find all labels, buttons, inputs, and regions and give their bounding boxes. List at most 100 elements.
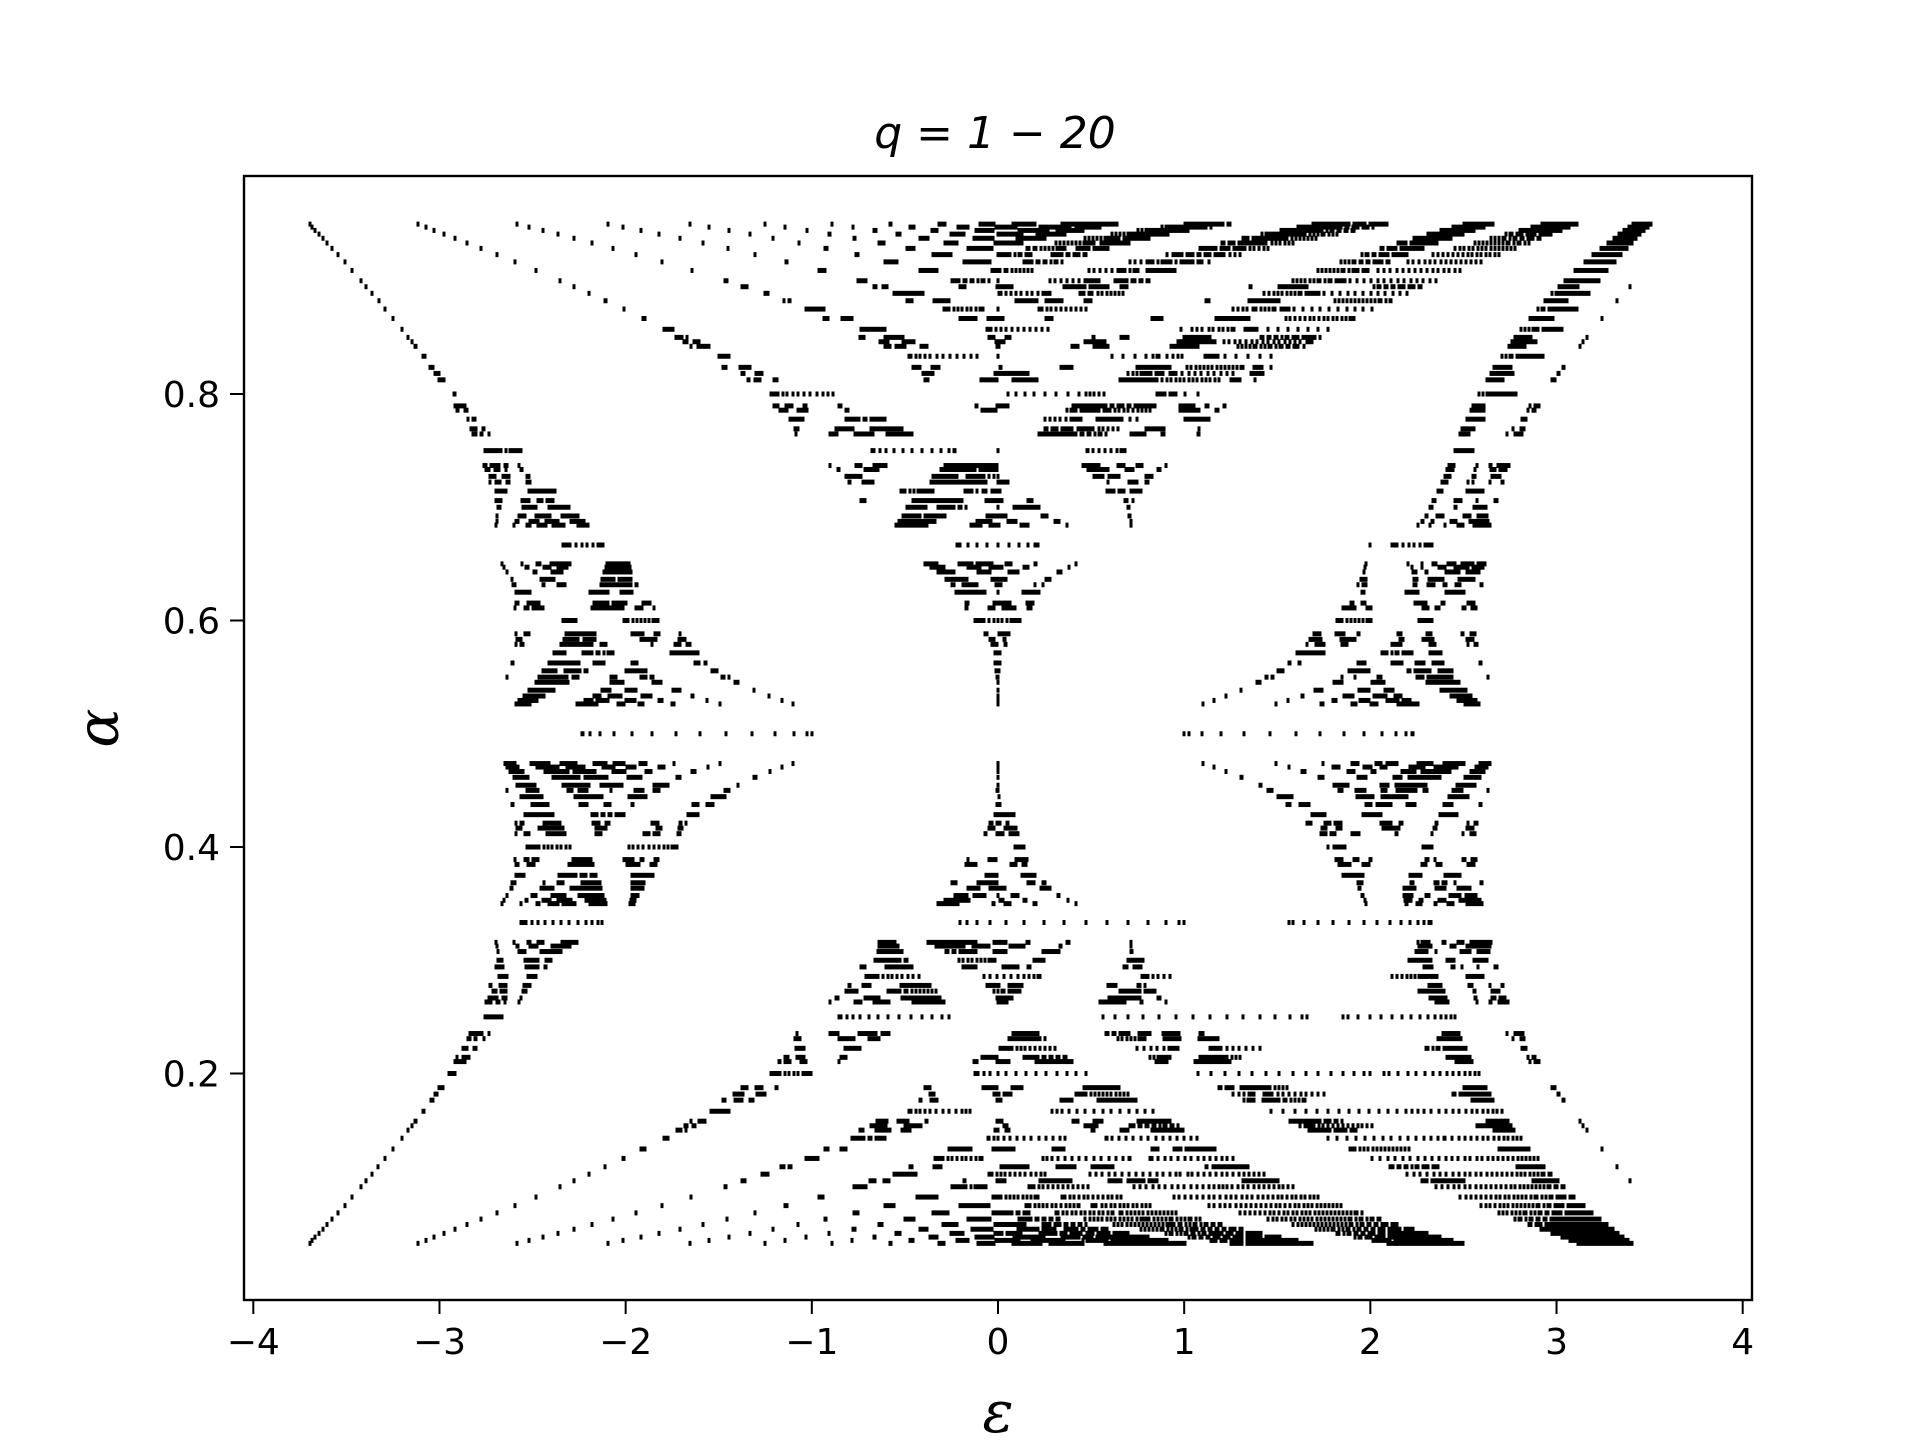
spectrum-band — [526, 600, 541, 606]
spectrum-band — [1520, 1155, 1524, 1161]
spectrum-band — [1214, 1226, 1220, 1232]
spectrum-band — [1303, 1194, 1307, 1200]
spectrum-band — [1537, 1210, 1543, 1216]
spectrum-band — [990, 641, 999, 647]
spectrum-band — [718, 701, 722, 707]
spectrum-band — [525, 479, 532, 485]
spectrum-band — [1155, 353, 1161, 359]
spectrum-band — [650, 641, 654, 647]
spectrum-band — [1321, 1210, 1325, 1216]
spectrum-band — [1166, 1226, 1170, 1232]
spectrum-band — [1043, 426, 1049, 432]
spectrum-band — [771, 235, 775, 241]
spectrum-band — [541, 227, 545, 233]
spectrum-band — [1242, 731, 1246, 737]
spectrum-band — [1568, 1194, 1576, 1200]
spectrum-band — [1475, 463, 1479, 469]
spectrum-band — [1308, 1210, 1312, 1216]
spectrum-band — [1109, 1108, 1113, 1114]
spectrum-band — [1441, 252, 1445, 258]
spectrum-band — [1529, 1210, 1533, 1216]
spectrum-band — [622, 306, 626, 312]
plot-area — [242, 174, 1754, 1302]
spectrum-band — [873, 957, 902, 963]
spectrum-band — [1340, 1222, 1344, 1228]
spectrum-band — [1371, 1146, 1375, 1152]
spectrum-band — [592, 761, 608, 767]
spectrum-band — [1287, 920, 1291, 926]
spectrum-band — [1433, 1014, 1437, 1020]
spectrum-band — [960, 306, 964, 312]
spectrum-band — [1296, 224, 1343, 230]
spectrum-band — [1129, 518, 1133, 524]
spectrum-band — [1417, 259, 1421, 265]
spectrum-band — [1224, 769, 1228, 775]
spectrum-band — [1436, 1135, 1440, 1141]
spectrum-band — [1237, 1045, 1241, 1051]
spectrum-band — [981, 488, 988, 494]
x-tick-label: 3 — [1545, 1322, 1568, 1363]
spectrum-band — [1370, 679, 1386, 685]
spectrum-band — [1302, 235, 1306, 241]
spectrum-band — [1189, 1226, 1199, 1232]
spectrum-band — [1259, 306, 1263, 312]
spectrum-band — [1154, 1210, 1158, 1216]
spectrum-band — [845, 1014, 849, 1020]
spectrum-band — [1332, 782, 1350, 788]
spectrum-band — [1346, 769, 1356, 775]
spectrum-band — [1237, 240, 1268, 246]
spectrum-band — [1261, 1097, 1281, 1103]
spectrum-band — [1245, 306, 1249, 312]
spectrum-band — [1354, 1135, 1358, 1141]
spectrum-band — [1556, 1091, 1561, 1097]
spectrum-band — [1092, 1216, 1096, 1222]
spectrum-band — [1341, 1014, 1345, 1020]
spectrum-band — [752, 687, 756, 693]
spectrum-band — [1147, 1226, 1151, 1232]
spectrum-band — [828, 1031, 840, 1037]
spectrum-band — [1095, 416, 1124, 422]
spectrum-band — [1391, 252, 1409, 258]
spectrum-band — [962, 259, 992, 265]
spectrum-band — [673, 641, 682, 647]
spectrum-band — [1472, 957, 1489, 963]
spectrum-band — [1097, 426, 1101, 432]
spectrum-band — [990, 267, 1002, 273]
spectrum-band — [1024, 1203, 1032, 1209]
spectrum-band — [421, 1108, 426, 1114]
spectrum-band — [1092, 1118, 1104, 1124]
spectrum-band — [1146, 920, 1150, 926]
spectrum-band — [934, 943, 966, 949]
spectrum-band — [1070, 1222, 1076, 1228]
spectrum-band — [1390, 1014, 1394, 1020]
spectrum-band — [979, 957, 983, 963]
spectrum-band — [1393, 693, 1403, 699]
spectrum-band — [792, 1071, 796, 1077]
spectrum-band — [1202, 1155, 1206, 1161]
spectrum-band — [1155, 1226, 1159, 1232]
spectrum-band — [1395, 267, 1399, 273]
spectrum-band — [330, 245, 334, 251]
spectrum-band — [1362, 920, 1366, 926]
spectrum-band — [903, 1216, 916, 1222]
spectrum-band — [1296, 326, 1300, 332]
spectrum-band — [1486, 1108, 1490, 1114]
spectrum-band — [1019, 522, 1030, 528]
spectrum-band — [1283, 339, 1287, 345]
spectrum-band — [1331, 1216, 1335, 1222]
spectrum-band — [1281, 1091, 1285, 1097]
spectrum-band — [1361, 267, 1370, 273]
spectrum-band — [947, 1014, 951, 1020]
spectrum-band — [1088, 1210, 1092, 1216]
spectrum-band — [1025, 1194, 1029, 1200]
spectrum-band — [1221, 1184, 1225, 1190]
spectrum-band — [724, 731, 728, 737]
spectrum-band — [941, 1222, 959, 1228]
spectrum-band — [1082, 1194, 1086, 1200]
spectrum-band — [325, 240, 329, 246]
spectrum-band — [1467, 245, 1471, 251]
spectrum-band — [1331, 1203, 1335, 1209]
spectrum-band — [1413, 973, 1417, 979]
spectrum-band — [1122, 407, 1126, 413]
spectrum-band — [1274, 1203, 1278, 1209]
